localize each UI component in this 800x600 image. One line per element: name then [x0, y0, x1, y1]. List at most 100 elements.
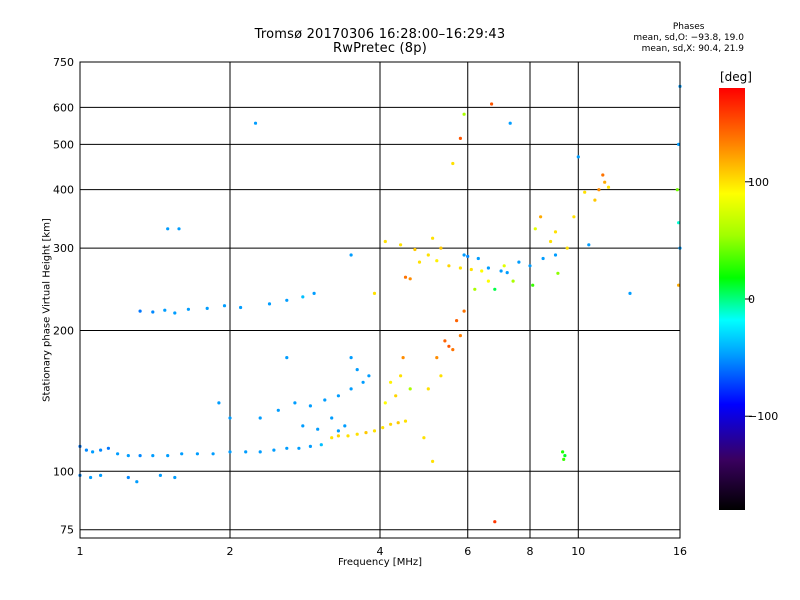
colorbar-tick-label: 100 [748, 176, 769, 189]
data-point [533, 227, 537, 231]
data-point [138, 309, 142, 313]
data-point [553, 253, 558, 257]
data-point [372, 291, 377, 295]
data-point [217, 401, 221, 405]
colorbar-tick-label: −100 [748, 410, 778, 423]
plot-frame [79, 61, 681, 539]
data-point [677, 283, 681, 287]
data-point [389, 380, 393, 384]
data-point [490, 102, 494, 106]
data-point [389, 422, 393, 426]
data-point [285, 446, 289, 450]
data-point [308, 404, 312, 408]
data-point [563, 454, 567, 458]
data-point [399, 243, 403, 247]
data-point [486, 279, 490, 283]
data-point [486, 266, 490, 270]
data-point [394, 394, 398, 398]
data-point [549, 239, 553, 244]
data-point [447, 264, 451, 268]
data-point [531, 283, 535, 287]
data-point [163, 308, 167, 312]
data-point [173, 311, 177, 315]
data-point [508, 121, 512, 125]
x-axis-label: Frequency [MHz] [337, 557, 423, 568]
data-point [677, 221, 681, 225]
data-point [606, 185, 611, 189]
x-tick-label: 1 [77, 545, 84, 558]
data-point [91, 450, 95, 454]
x-tick-label: 4 [377, 545, 384, 558]
data-point [312, 291, 316, 295]
data-point [466, 254, 470, 258]
data-point [267, 302, 272, 306]
data-point [511, 279, 515, 283]
data-point [480, 269, 484, 273]
data-point [431, 236, 435, 240]
data-point [593, 198, 597, 202]
data-point [493, 520, 497, 524]
data-point [572, 215, 576, 219]
data-point [116, 452, 120, 456]
data-point [355, 368, 359, 372]
data-point [422, 436, 426, 440]
data-point [675, 188, 679, 192]
data-point [417, 260, 422, 264]
data-point [396, 421, 400, 425]
data-point [372, 429, 377, 433]
data-point [458, 136, 462, 140]
data-point [361, 380, 365, 384]
chart-title-line2: RwPretec (8p) [333, 41, 427, 56]
data-point [301, 295, 305, 299]
data-point [301, 424, 305, 428]
data-point [451, 348, 455, 352]
data-point [323, 398, 327, 402]
y-tick-label: 75 [60, 524, 74, 537]
data-point [355, 432, 359, 436]
data-point [166, 227, 170, 231]
data-point [408, 387, 412, 391]
data-point [126, 454, 130, 458]
data-point [439, 374, 443, 378]
y-tick-label: 600 [53, 101, 74, 114]
data-point [451, 161, 455, 166]
data-point [401, 356, 405, 360]
data-point [253, 121, 258, 125]
chart-title-line1: Tromsø 20170306 16:28:00–16:29:43 [254, 27, 506, 42]
data-point [473, 287, 477, 291]
data-point [403, 419, 408, 423]
colorbar-unit: [deg] [720, 70, 752, 84]
data-point [458, 266, 462, 270]
y-tick-label: 100 [53, 465, 74, 478]
phase-stats-title: Phases [672, 22, 705, 32]
data-point [403, 275, 408, 279]
x-tick-label: 2 [227, 545, 234, 558]
data-point [517, 260, 521, 264]
data-point [195, 452, 199, 456]
data-point [346, 434, 350, 438]
x-tick-label: 6 [464, 545, 471, 558]
data-point [180, 452, 184, 456]
data-point [565, 246, 569, 250]
data-point [336, 394, 340, 398]
data-point [258, 416, 262, 420]
data-point [469, 267, 473, 272]
data-point [166, 454, 170, 458]
x-tick-label: 16 [673, 545, 687, 558]
data-point [603, 180, 607, 184]
data-point [343, 424, 347, 428]
x-tick-label: 10 [571, 545, 585, 558]
data-point [476, 256, 480, 261]
data-point [499, 269, 503, 273]
data-point [462, 112, 466, 116]
data-point [539, 215, 543, 219]
data-point [228, 450, 232, 454]
data-point [205, 306, 209, 310]
data-point [158, 473, 162, 477]
data-point [126, 475, 130, 480]
phase-stats-x: mean, sd,X: 90.4, 21.9 [641, 44, 744, 54]
data-point [383, 239, 387, 244]
data-point [285, 298, 289, 302]
data-point [502, 264, 506, 268]
y-tick-label: 750 [53, 56, 74, 69]
